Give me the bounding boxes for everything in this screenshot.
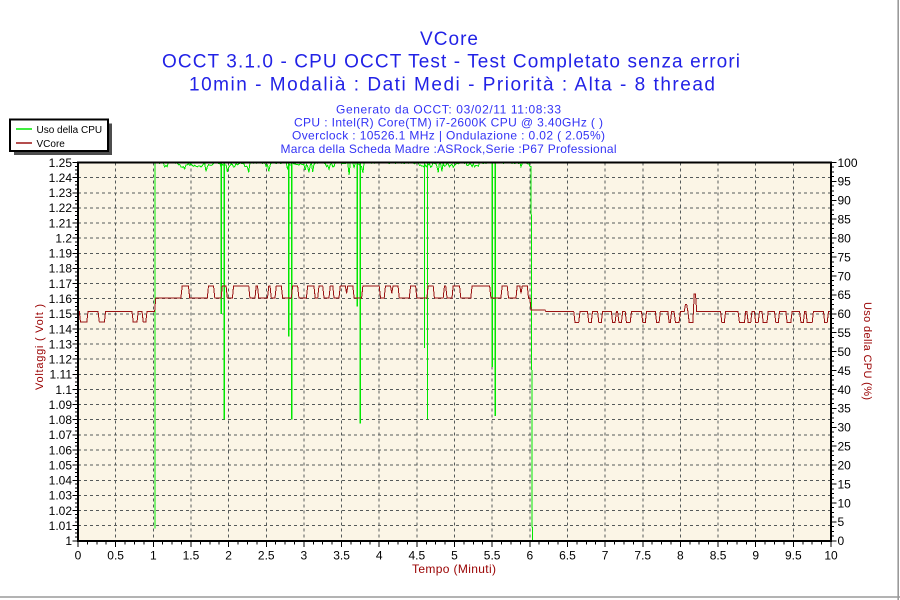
svg-text:Voltaggi ( Volt ): Voltaggi ( Volt ) — [34, 304, 46, 390]
svg-text:9: 9 — [752, 549, 759, 563]
svg-text:1.13: 1.13 — [49, 337, 73, 351]
svg-text:10: 10 — [838, 496, 852, 510]
svg-text:20: 20 — [838, 458, 852, 472]
svg-text:CPU : Intel(R) Core(TM) i7-260: CPU : Intel(R) Core(TM) i7-2600K CPU @ 3… — [294, 116, 603, 130]
svg-text:Overclock : 10526.1 MHz | Ondu: Overclock : 10526.1 MHz | Ondulazione : … — [292, 129, 605, 143]
svg-text:0: 0 — [838, 534, 845, 548]
svg-text:9.5: 9.5 — [785, 549, 802, 563]
svg-text:55: 55 — [838, 326, 852, 340]
svg-text:5.5: 5.5 — [484, 549, 501, 563]
svg-text:1.1: 1.1 — [55, 383, 72, 397]
svg-text:1.16: 1.16 — [49, 292, 73, 306]
svg-text:1.5: 1.5 — [183, 549, 200, 563]
svg-text:60: 60 — [838, 307, 852, 321]
svg-text:OCCT 3.1.0 - CPU OCCT Test - T: OCCT 3.1.0 - CPU OCCT Test - Test Comple… — [162, 51, 740, 72]
svg-text:95: 95 — [838, 175, 852, 189]
svg-text:1.09: 1.09 — [49, 398, 73, 412]
svg-text:0: 0 — [75, 549, 82, 563]
svg-text:65: 65 — [838, 288, 852, 302]
svg-text:1.01: 1.01 — [49, 519, 73, 533]
svg-text:Uso della CPU (%): Uso della CPU (%) — [861, 302, 873, 400]
svg-text:1.19: 1.19 — [49, 247, 73, 261]
svg-text:10min - Modalià : Dati Medi -: 10min - Modalià : Dati Medi - Priorità :… — [189, 75, 715, 96]
svg-text:75: 75 — [838, 250, 852, 264]
svg-text:Tempo (Minuti): Tempo (Minuti) — [412, 562, 496, 576]
svg-text:1.07: 1.07 — [49, 428, 73, 442]
svg-text:100: 100 — [838, 156, 858, 170]
svg-text:1: 1 — [65, 534, 72, 548]
svg-text:1.03: 1.03 — [49, 489, 73, 503]
svg-text:Uso della CPU: Uso della CPU — [37, 125, 103, 136]
svg-text:5: 5 — [838, 515, 845, 529]
svg-text:70: 70 — [838, 269, 852, 283]
svg-text:3: 3 — [301, 549, 308, 563]
svg-text:35: 35 — [838, 402, 852, 416]
svg-text:50: 50 — [838, 345, 852, 359]
svg-text:1.08: 1.08 — [49, 413, 73, 427]
svg-text:45: 45 — [838, 364, 852, 378]
svg-text:VCore: VCore — [420, 29, 478, 50]
svg-text:1.14: 1.14 — [49, 322, 73, 336]
svg-text:1.25: 1.25 — [49, 156, 73, 170]
svg-text:0.5: 0.5 — [107, 549, 124, 563]
svg-text:1.15: 1.15 — [49, 307, 73, 321]
svg-text:15: 15 — [838, 477, 852, 491]
svg-text:80: 80 — [838, 231, 852, 245]
svg-text:1.06: 1.06 — [49, 443, 73, 457]
svg-text:8.5: 8.5 — [710, 549, 727, 563]
svg-text:1.22: 1.22 — [49, 201, 73, 215]
svg-text:90: 90 — [838, 194, 852, 208]
svg-text:5: 5 — [451, 549, 458, 563]
svg-text:8: 8 — [677, 549, 684, 563]
svg-text:1.2: 1.2 — [55, 231, 72, 245]
svg-text:2.5: 2.5 — [258, 549, 275, 563]
svg-text:4.5: 4.5 — [409, 549, 426, 563]
svg-text:1.17: 1.17 — [49, 277, 73, 291]
svg-text:40: 40 — [838, 383, 852, 397]
svg-text:6: 6 — [526, 549, 533, 563]
svg-text:Marca della Scheda Madre :ASRo: Marca della Scheda Madre :ASRock,Serie :… — [281, 142, 617, 156]
svg-text:30: 30 — [838, 421, 852, 435]
svg-text:10: 10 — [824, 549, 838, 563]
svg-text:85: 85 — [838, 213, 852, 227]
svg-text:1: 1 — [150, 549, 157, 563]
svg-text:1.18: 1.18 — [49, 262, 73, 276]
svg-text:4: 4 — [376, 549, 383, 563]
svg-text:6.5: 6.5 — [559, 549, 576, 563]
svg-text:1.23: 1.23 — [49, 186, 73, 200]
svg-text:7: 7 — [602, 549, 609, 563]
svg-text:2: 2 — [225, 549, 232, 563]
svg-text:1.05: 1.05 — [49, 458, 73, 472]
svg-text:7.5: 7.5 — [634, 549, 651, 563]
svg-text:1.21: 1.21 — [49, 216, 73, 230]
svg-text:Generato da OCCT: 03/02/11 11:: Generato da OCCT: 03/02/11 11:08:33 — [336, 102, 561, 116]
svg-text:1.02: 1.02 — [49, 504, 73, 518]
svg-text:3.5: 3.5 — [333, 549, 350, 563]
svg-text:1.11: 1.11 — [50, 368, 73, 382]
svg-text:25: 25 — [838, 440, 852, 454]
svg-text:1.24: 1.24 — [49, 171, 73, 185]
svg-text:1.04: 1.04 — [49, 474, 73, 488]
svg-text:1.12: 1.12 — [49, 353, 73, 367]
svg-text:VCore: VCore — [37, 139, 66, 150]
